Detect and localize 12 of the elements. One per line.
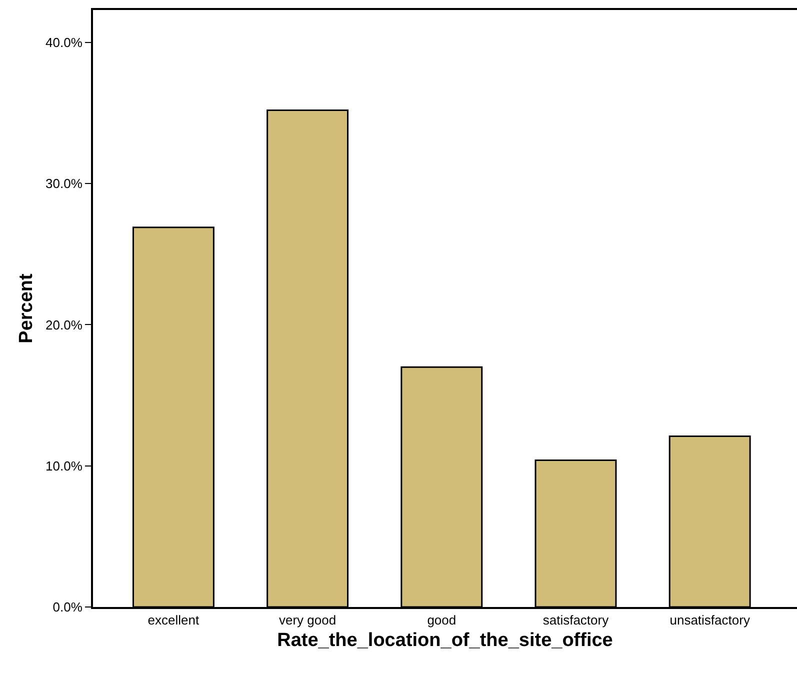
x-tick-label: excellent — [148, 612, 200, 628]
x-tick-label: very good — [279, 612, 336, 628]
y-axis-title: Percent — [16, 272, 37, 344]
y-tick-label: 10.0% — [46, 458, 83, 474]
x-tick-label: unsatisfactory — [670, 612, 750, 628]
y-tick-label: 0.0% — [52, 600, 83, 615]
x-tick-label: good — [427, 612, 456, 628]
x-tick-label: satisfactory — [542, 612, 610, 628]
x-axis-title: Rate_the_location_of_the_site_office — [277, 630, 613, 651]
y-tick-label: 40.0% — [46, 35, 83, 50]
y-tick-label: 20.0% — [46, 317, 83, 332]
y-tick-label: 30.0% — [46, 176, 83, 192]
